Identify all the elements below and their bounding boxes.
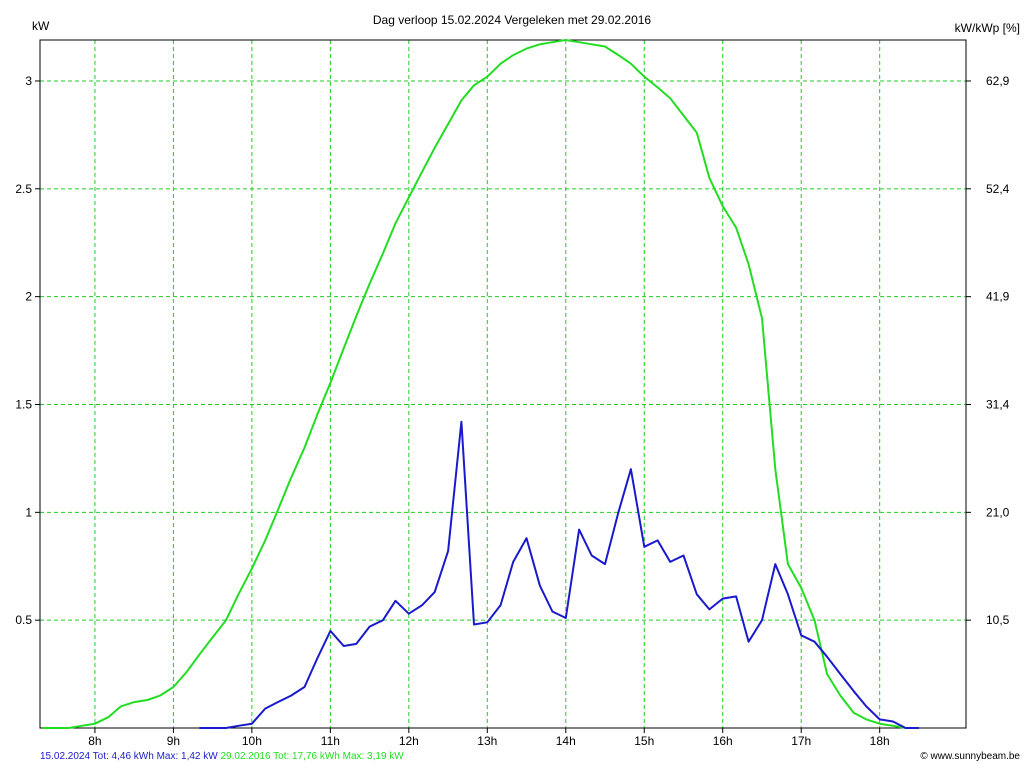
y-left-tick-label: 3 [25,74,32,88]
axes [35,39,971,733]
y-left-tick-label: 2.5 [15,182,32,196]
series-line-29.02.2016 [42,39,919,729]
footer-series-2024-summary: 15.02.2024 Tot: 4,46 kWh Max: 1,42 kW [40,751,218,762]
x-tick-label: 9h [167,734,180,748]
chart-title: Dag verloop 15.02.2024 Vergeleken met 29… [373,13,652,27]
y-left-tick-labels: 0.5 1 1.5 2 2.5 3 [15,74,32,627]
x-tick-label: 12h [399,734,419,748]
x-tick-label: 18h [870,734,890,748]
x-tick-label: 13h [477,734,497,748]
grid [40,40,966,728]
y-right-tick-label: 10,5 [986,613,1010,627]
series-lines [42,39,919,729]
plot-frame [39,39,967,729]
x-tick-label: 16h [713,734,733,748]
y-left-tick-label: 1.5 [15,397,32,411]
y-right-tick-label: 52,4 [986,182,1010,196]
y-right-tick-label: 62,9 [986,74,1010,88]
y-right-tick-label: 31,4 [986,397,1010,411]
y-axis-left-label: kW [32,19,50,33]
x-tick-label: 8h [88,734,101,748]
x-tick-label: 10h [242,734,262,748]
y-right-tick-labels: 10,5 21,0 31,4 41,9 52,4 62,9 [986,74,1010,627]
series-line-15.02.2024 [199,420,919,729]
y-right-tick-label: 21,0 [986,505,1010,519]
x-tick-label: 17h [791,734,811,748]
x-tick-label: 11h [321,734,340,748]
x-tick-labels: 8h 9h 10h 11h 12h 13h 14h 15h 16h 17h 18h [88,734,889,748]
footer-credit: © www.sunnybeam.be [920,751,1020,762]
x-tick-label: 15h [634,734,654,748]
y-left-tick-label: 1 [25,505,32,519]
x-tick-label: 14h [556,734,576,748]
y-left-tick-label: 2 [25,290,32,304]
footer-summary: 15.02.2024 Tot: 4,46 kWh Max: 1,42 kW 29… [40,751,404,762]
y-axis-right-label: kW/kWp [%] [955,21,1020,35]
y-right-tick-label: 41,9 [986,290,1010,304]
footer-series-2016-summary: 29.02.2016 Tot: 17,76 kWh Max: 3,19 kW [220,751,404,762]
solar-output-chart: 8h 9h 10h 11h 12h 13h 14h 15h 16h 17h 18h 0.5 1 1.5 2… [15,13,1020,748]
y-left-tick-label: 0.5 [15,613,32,627]
